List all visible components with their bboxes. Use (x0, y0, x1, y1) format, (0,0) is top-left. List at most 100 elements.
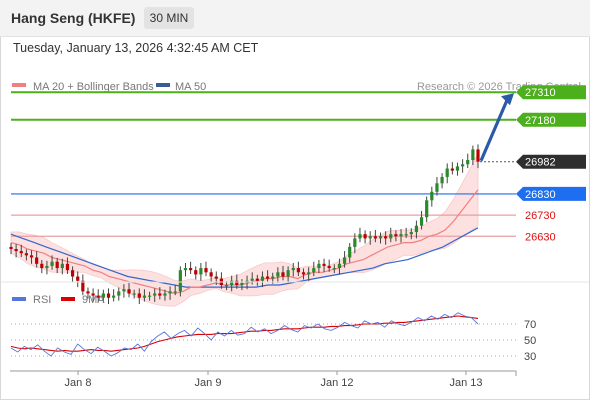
candle-body (55, 261, 59, 269)
candle-body (399, 234, 403, 237)
candle-body (430, 191, 434, 201)
candle-body (291, 268, 295, 271)
candle-body (435, 183, 439, 192)
timestamp: Tuesday, January 13, 2026 4:32:45 AM CET (13, 41, 259, 55)
candle-body (353, 238, 357, 247)
candle-body (271, 276, 275, 279)
candle-body (466, 160, 470, 165)
candle-body (281, 272, 285, 277)
level-label-26830: 26830 (525, 189, 556, 201)
candle-body (106, 293, 111, 298)
candle-body (163, 293, 167, 296)
ma50-line (10, 227, 479, 288)
candle-body (378, 236, 383, 239)
candle-body (461, 164, 465, 167)
candle-body (425, 200, 429, 218)
x-axis-labels: Jan 8 Jan 9 Jan 12 Jan 13 (65, 371, 483, 389)
rsi-tick-50: 50 (524, 335, 536, 347)
candle-body (342, 257, 347, 264)
candle-body (24, 253, 28, 256)
candle-body (471, 149, 475, 161)
candle-body (286, 270, 290, 277)
candle-body (404, 234, 408, 236)
level-tag-27180 (516, 112, 586, 127)
candle-body (394, 234, 398, 237)
candle-body (204, 268, 208, 273)
price-chart: MA 20 + Bollinger Bands MA 50 Research ©… (1, 81, 589, 389)
candle-body (230, 280, 234, 285)
candle-body (450, 168, 454, 171)
candle-body (476, 149, 480, 162)
candle-body (250, 278, 254, 281)
level-tag-26982 (516, 154, 586, 169)
candle-body (137, 293, 141, 298)
candle-body (332, 268, 336, 270)
candle-body (194, 270, 198, 275)
candle-body (276, 272, 280, 277)
candle-body (409, 232, 413, 235)
candle-body (235, 280, 239, 285)
support-label-26730: 26730 (525, 210, 556, 222)
candle-body (101, 293, 105, 298)
ma9-legend-label: 9MA (82, 294, 105, 306)
rsi-tick-70: 70 (524, 319, 536, 331)
instrument-title: Hang Seng (HKFE) (11, 10, 136, 26)
candle-body (168, 291, 172, 294)
rsi-legend-swatch (12, 297, 26, 301)
support-label-26630: 26630 (525, 231, 556, 243)
candle-body (265, 276, 270, 279)
x-tick-label: Jan 13 (449, 377, 482, 389)
level-tag-27310 (516, 85, 586, 100)
candle-body (142, 295, 147, 298)
candle-body (301, 272, 306, 275)
rsi-line (10, 312, 479, 357)
candle-body (117, 291, 121, 296)
candle-body (368, 236, 372, 239)
rsi-ma9-line (10, 315, 479, 352)
candle-body (132, 293, 136, 295)
candle-body (86, 291, 90, 294)
candle-body (419, 217, 424, 226)
candle-body (29, 255, 34, 258)
candle-body (240, 282, 244, 285)
candle-body (312, 268, 316, 273)
candle-body (81, 280, 85, 292)
candle-body (255, 278, 259, 281)
candle-body (183, 268, 188, 271)
candle-body (178, 270, 182, 292)
level-label-26982: 26982 (525, 157, 556, 169)
candle-body (65, 263, 70, 271)
rsi-layer: 30 50 70 (10, 312, 536, 363)
ma20-legend-label: MA 20 + Bollinger Bands (33, 81, 154, 93)
candle-body (127, 289, 131, 294)
candle-body (9, 246, 13, 249)
rsi-legend-label: RSI (33, 294, 51, 306)
candle-body (19, 251, 23, 254)
candle-body (173, 291, 177, 293)
candle-body (76, 276, 80, 281)
candle-body (112, 295, 116, 298)
timeframe-badge[interactable]: 30 MIN (144, 7, 194, 29)
ma20-legend-swatch (12, 83, 26, 87)
x-tick-label: Jan 9 (195, 377, 222, 389)
candle-body (455, 166, 460, 171)
candle-body (60, 263, 64, 269)
ma50-legend-label: MA 50 (175, 81, 206, 93)
candle-body (307, 272, 311, 275)
ma20-line (10, 189, 479, 295)
candle-body (50, 261, 54, 266)
candle-body (199, 268, 203, 275)
x-tick-label: Jan 12 (320, 377, 353, 389)
candle-body (158, 293, 162, 296)
candle-body (337, 263, 342, 269)
candle-body (260, 276, 265, 281)
ma9-legend-swatch (61, 297, 75, 301)
level-label-27180: 27180 (525, 115, 556, 127)
projection-arrow-head (501, 93, 514, 106)
chart-header: Hang Seng (HKFE) 30 MIN (0, 0, 590, 37)
candle-body (147, 295, 152, 297)
candle-body (296, 268, 300, 273)
candle-body (91, 293, 95, 296)
candle-body (14, 248, 18, 252)
candle-body (358, 234, 362, 239)
